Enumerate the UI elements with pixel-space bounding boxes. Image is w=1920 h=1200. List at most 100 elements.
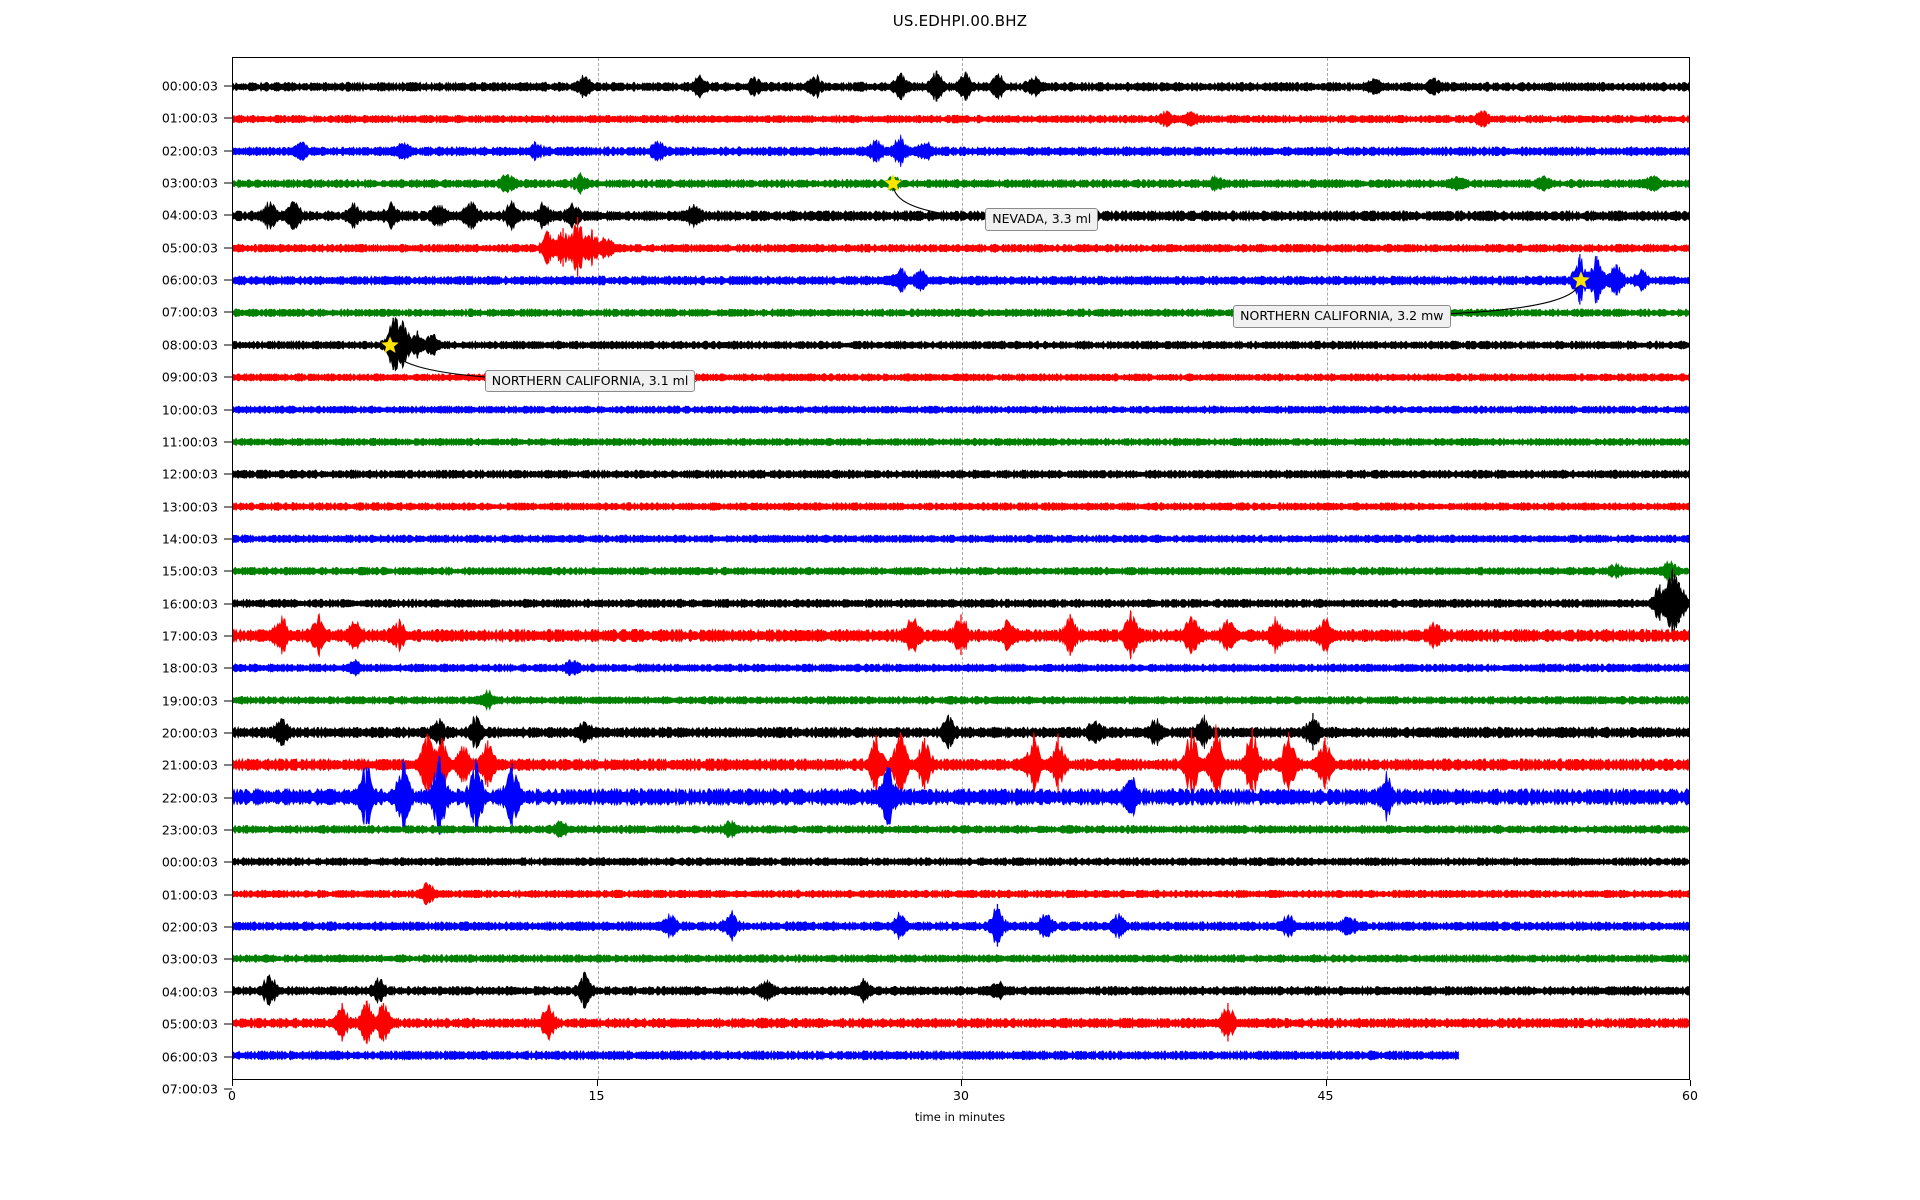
trace-11-00-03 — [233, 437, 1689, 447]
trace-14-00-03 — [233, 534, 1689, 544]
trace-02-00-03 — [233, 134, 1689, 168]
y-tick-mark-26 — [224, 926, 232, 928]
trace-21-00-03 — [233, 724, 1689, 803]
trace-05-00-03 — [233, 223, 1689, 272]
y-tick-label-26: 02:00:03 — [161, 919, 218, 935]
y-tick-mark-11 — [224, 441, 232, 443]
trace-06-00-03 — [233, 1049, 1459, 1061]
y-tick-mark-14 — [224, 538, 232, 540]
y-tick-mark-12 — [224, 473, 232, 475]
y-tick-mark-31 — [224, 1088, 232, 1090]
y-tick-mark-1 — [224, 117, 232, 119]
trace-05-00-03 — [233, 1000, 1689, 1045]
x-tick-label-0: 0 — [228, 1088, 236, 1103]
y-tick-label-31: 07:00:03 — [161, 1081, 218, 1097]
x-tick-mark-60 — [1690, 1080, 1691, 1086]
y-tick-mark-19 — [224, 700, 232, 702]
trace-16-00-03 — [233, 568, 1689, 636]
y-tick-mark-22 — [224, 797, 232, 799]
trace-03-00-03 — [233, 171, 1689, 196]
x-tick-label-45: 45 — [1317, 1088, 1334, 1103]
x-axis-title: time in minutes — [914, 1110, 1006, 1124]
y-tick-mark-20 — [224, 732, 232, 734]
trace-18-00-03 — [233, 658, 1689, 677]
y-tick-label-4: 04:00:03 — [161, 207, 218, 223]
trace-layer — [233, 70, 1689, 1061]
y-tick-label-20: 20:00:03 — [161, 725, 218, 741]
x-tick-mark-45 — [1325, 1080, 1327, 1086]
trace-04-00-03 — [233, 971, 1689, 1009]
y-tick-label-9: 09:00:03 — [161, 369, 218, 385]
event-star-icon-2 — [380, 335, 399, 354]
y-tick-mark-17 — [224, 635, 232, 637]
y-tick-mark-0 — [224, 85, 232, 87]
y-tick-label-14: 14:00:03 — [161, 531, 218, 547]
y-tick-mark-29 — [224, 1023, 232, 1025]
trace-09-00-03 — [233, 372, 1689, 382]
y-tick-label-24: 00:00:03 — [161, 854, 218, 870]
y-tick-label-13: 13:00:03 — [161, 499, 218, 515]
y-tick-label-10: 10:00:03 — [161, 402, 218, 417]
y-tick-label-19: 19:00:03 — [161, 693, 218, 709]
y-tick-mark-9 — [224, 376, 232, 378]
y-tick-mark-6 — [224, 279, 232, 281]
trace-23-00-03 — [233, 819, 1689, 839]
y-tick-mark-28 — [224, 991, 232, 993]
trace-19-00-03 — [233, 688, 1689, 712]
trace-15-00-03 — [233, 559, 1689, 582]
y-tick-label-16: 16:00:03 — [161, 596, 218, 612]
event-star-icon-0 — [883, 174, 902, 193]
y-tick-label-3: 03:00:03 — [161, 175, 218, 191]
y-tick-mark-7 — [224, 311, 232, 313]
y-tick-mark-5 — [224, 247, 232, 249]
x-tick-mark-15 — [596, 1080, 598, 1086]
y-tick-label-28: 04:00:03 — [161, 984, 218, 1000]
x-tick-mark-30 — [961, 1080, 962, 1086]
trace-01-00-03 — [233, 882, 1689, 906]
x-tick-label-60: 60 — [1682, 1088, 1698, 1103]
y-tick-label-23: 23:00:03 — [161, 822, 218, 838]
trace-22-00-03 — [233, 756, 1689, 836]
trace-01-00-03 — [233, 109, 1689, 128]
trace-12-00-03 — [233, 468, 1689, 480]
y-tick-mark-2 — [224, 150, 232, 152]
y-tick-label-6: 06:00:03 — [161, 272, 218, 288]
y-tick-mark-23 — [224, 829, 232, 831]
trace-06-00-03 — [233, 255, 1689, 304]
trace-04-00-03 — [233, 199, 1689, 232]
y-tick-mark-10 — [224, 409, 232, 410]
trace-00-00-03 — [233, 856, 1689, 867]
y-tick-mark-13 — [224, 506, 232, 508]
event-annotation-1: NORTHERN CALIFORNIA, 3.2 mw — [1233, 305, 1451, 328]
x-tick-mark-0 — [232, 1080, 233, 1086]
page-title: US.EDHPI.00.BHZ — [892, 12, 1028, 30]
y-tick-mark-21 — [224, 764, 232, 766]
y-tick-label-11: 11:00:03 — [161, 434, 218, 450]
y-tick-label-12: 12:00:03 — [161, 466, 218, 482]
y-tick-label-21: 21:00:03 — [161, 757, 218, 773]
y-tick-label-29: 05:00:03 — [161, 1016, 218, 1032]
event-annotation-2: NORTHERN CALIFORNIA, 3.1 ml — [484, 370, 696, 393]
y-tick-mark-25 — [224, 894, 232, 896]
event-star-icon-1 — [1571, 271, 1590, 290]
y-tick-mark-18 — [224, 667, 232, 669]
event-annotation-0: NEVADA, 3.3 ml — [985, 208, 1099, 231]
y-tick-mark-3 — [224, 182, 232, 184]
gridline-15 — [597, 58, 599, 1079]
y-tick-label-25: 01:00:03 — [161, 887, 218, 903]
y-tick-mark-30 — [224, 1056, 232, 1057]
y-tick-mark-15 — [224, 570, 232, 572]
y-tick-mark-16 — [224, 603, 232, 605]
y-tick-label-7: 07:00:03 — [161, 304, 218, 320]
y-tick-label-17: 17:00:03 — [161, 628, 218, 644]
y-tick-label-8: 08:00:03 — [161, 337, 218, 353]
trace-02-00-03 — [233, 908, 1689, 944]
y-tick-label-30: 06:00:03 — [161, 1049, 218, 1064]
trace-07-00-03 — [233, 307, 1689, 318]
y-tick-label-27: 03:00:03 — [161, 951, 218, 967]
y-tick-label-0: 00:00:03 — [161, 78, 218, 94]
trace-03-00-03 — [233, 953, 1689, 964]
trace-00-00-03 — [233, 70, 1689, 103]
x-tick-label-15: 15 — [588, 1088, 605, 1103]
